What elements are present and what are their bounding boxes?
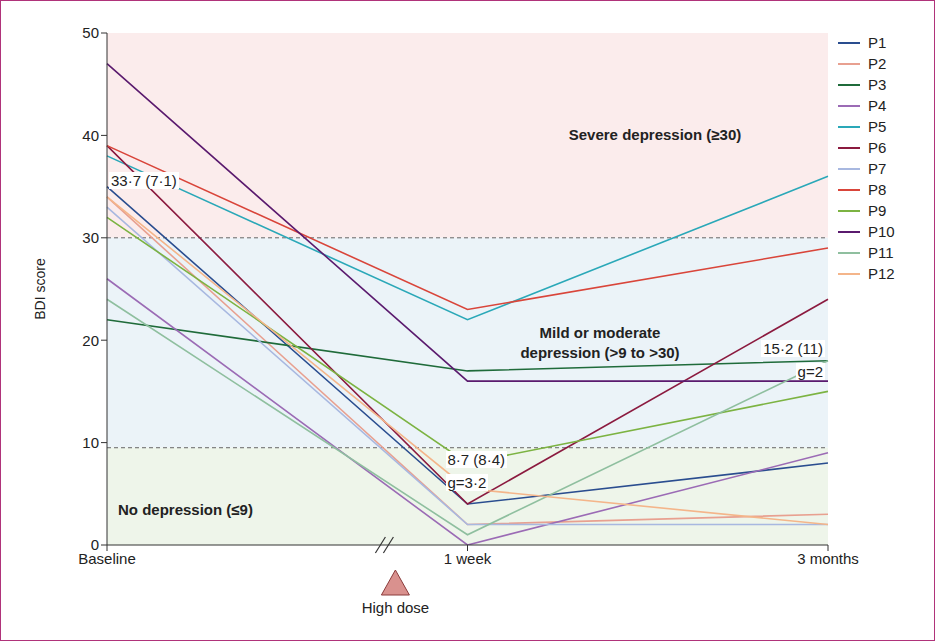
svg-text:High dose: High dose bbox=[362, 599, 430, 616]
html-text:P2: P2 bbox=[868, 55, 887, 72]
svg-text:BDI score: BDI score bbox=[32, 258, 48, 320]
svg-text:0: 0 bbox=[91, 536, 99, 553]
svg-text:Baseline: Baseline bbox=[78, 550, 136, 567]
html-text:Severe depression (≥30): Severe depression (≥30) bbox=[568, 126, 742, 144]
html-text:P8: P8 bbox=[868, 181, 887, 198]
svg-text:30: 30 bbox=[82, 229, 99, 246]
html-text:P10: P10 bbox=[868, 223, 895, 240]
html-text:P11: P11 bbox=[868, 244, 894, 261]
html-text:g=3·2: g=3·2 bbox=[447, 474, 487, 491]
html-text:P3: P3 bbox=[868, 76, 887, 93]
html-text:P9: P9 bbox=[868, 202, 887, 219]
html-text:g=2: g=2 bbox=[797, 363, 823, 380]
svg-text:20: 20 bbox=[82, 332, 99, 349]
html-text:P7: P7 bbox=[868, 160, 887, 177]
svg-text:50: 50 bbox=[82, 24, 99, 41]
html-text:P6: P6 bbox=[868, 139, 887, 156]
html-text:8·7 (8·4): 8·7 (8·4) bbox=[447, 451, 505, 468]
html-text:P4: P4 bbox=[868, 97, 887, 114]
html-text:P12: P12 bbox=[868, 265, 895, 282]
html-text:Mild or moderate depression (>: Mild or moderate depression (>9 to >30) bbox=[520, 323, 680, 361]
html-text:P1: P1 bbox=[868, 34, 887, 51]
html-text:P5: P5 bbox=[868, 118, 887, 135]
svg-text:3 months: 3 months bbox=[797, 550, 859, 567]
html-text:No depression (≤9): No depression (≤9) bbox=[118, 501, 253, 519]
svg-text:40: 40 bbox=[82, 127, 99, 144]
svg-text:10: 10 bbox=[82, 434, 99, 451]
html-text:15·2 (11): 15·2 (11) bbox=[763, 340, 823, 357]
svg-text:1 week: 1 week bbox=[444, 550, 492, 567]
html-text:33·7 (7·1): 33·7 (7·1) bbox=[111, 172, 177, 189]
